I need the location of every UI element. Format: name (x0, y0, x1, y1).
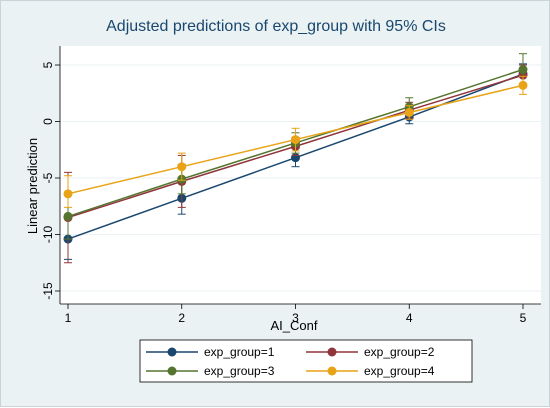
x-tick-label: 3 (292, 311, 299, 325)
legend-marker (167, 366, 177, 376)
data-point (404, 107, 414, 117)
data-point (291, 135, 300, 145)
x-tick-label: 4 (406, 311, 413, 325)
x-tick-label: 1 (65, 311, 72, 325)
legend-marker (327, 347, 337, 357)
y-tick-label: 5 (41, 61, 55, 68)
legend-item: exp_group=3 (146, 364, 275, 378)
legend-label: exp_group=4 (364, 364, 435, 378)
legend-marker (167, 347, 177, 357)
series-exp-group-4 (63, 75, 528, 208)
data-point (518, 65, 528, 75)
y-tick-label: -5 (41, 172, 55, 183)
legend-box (139, 339, 473, 383)
grid-lines (60, 64, 541, 292)
series-layer (63, 53, 528, 264)
chart-title: Adjusted predictions of exp_group with 9… (106, 18, 446, 35)
legend: exp_group=1 exp_group=2 exp_group=3 exp_gro… (146, 345, 435, 378)
legend-item: exp_group=4 (306, 364, 435, 378)
x-axis-title: AI_Conf (271, 318, 318, 333)
plot-area (60, 46, 541, 304)
legend-label: exp_group=2 (364, 345, 435, 359)
legend-label: exp_group=1 (204, 345, 275, 359)
x-tick-label: 2 (178, 311, 185, 325)
data-point (63, 211, 73, 221)
legend-label: exp_group=3 (204, 364, 275, 378)
y-tick-label: -15 (41, 282, 55, 300)
legend-item: exp_group=1 (146, 345, 275, 359)
data-point (177, 162, 187, 172)
data-point (518, 80, 528, 90)
legend-marker (327, 366, 337, 376)
y-tick-label: -10 (41, 226, 55, 244)
legend-item: exp_group=2 (306, 345, 435, 359)
x-tick-label: 5 (520, 311, 527, 325)
y-axis-title: Linear prediction (25, 138, 40, 234)
axes: 1 2 3 4 5 -15 -10 -5 0 5 (41, 46, 541, 325)
data-point (63, 189, 73, 199)
y-tick-label: 0 (41, 118, 55, 125)
